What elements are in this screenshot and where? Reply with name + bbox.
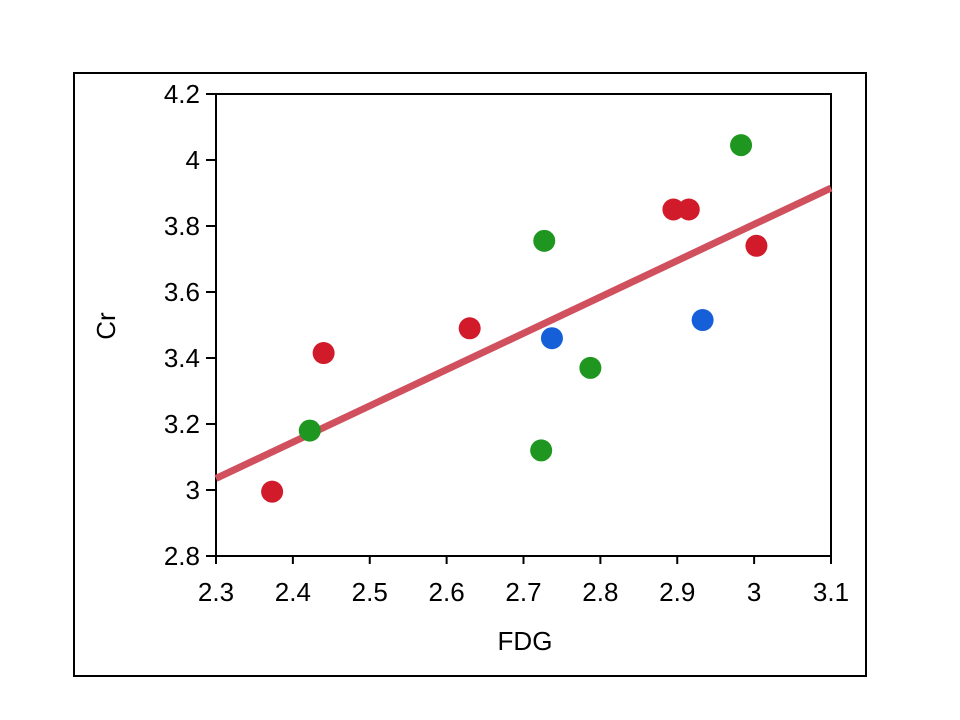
x-tick-label: 2.5	[352, 577, 388, 607]
data-point	[261, 480, 284, 503]
x-tick-label: 2.8	[582, 577, 618, 607]
x-tick-label: 3	[747, 577, 761, 607]
y-tick-label: 4	[186, 145, 200, 175]
y-tick-label: 3	[186, 475, 200, 505]
y-tick-label: 3.4	[164, 343, 200, 373]
x-tick-label: 2.7	[505, 577, 541, 607]
x-tick-label: 2.6	[429, 577, 465, 607]
data-point	[540, 327, 563, 350]
data-point	[662, 198, 685, 221]
data-point	[312, 342, 335, 365]
data-point	[298, 419, 321, 442]
y-axis-label: Cr	[91, 312, 121, 340]
y-tick-label: 3.2	[164, 409, 200, 439]
y-tick-label: 4.2	[164, 79, 200, 109]
data-point	[579, 356, 602, 379]
data-point	[745, 234, 768, 257]
y-tick-label: 3.6	[164, 277, 200, 307]
chart-frame	[73, 72, 867, 677]
x-tick-label: 2.4	[275, 577, 311, 607]
points-group	[261, 134, 768, 503]
data-point	[533, 229, 556, 252]
data-point	[458, 317, 481, 340]
y-tick-label: 3.8	[164, 211, 200, 241]
plot-area	[215, 93, 832, 557]
x-axis-label: FDG	[498, 626, 553, 656]
data-point	[691, 309, 714, 332]
x-tick-label: 2.9	[659, 577, 695, 607]
y-axis: 2.8 3 3.2 3.4 3.6 3.8 4 4.2	[164, 79, 216, 571]
data-point	[730, 134, 753, 157]
y-tick-label: 2.8	[164, 541, 200, 571]
x-tick-label: 3.1	[813, 577, 849, 607]
data-point	[530, 439, 553, 462]
data-point	[677, 198, 700, 221]
x-tick-label: 2.3	[198, 577, 234, 607]
x-axis: 2.3 2.4 2.5 2.6 2.7 2.8 2.9 3 3.1	[198, 556, 849, 607]
